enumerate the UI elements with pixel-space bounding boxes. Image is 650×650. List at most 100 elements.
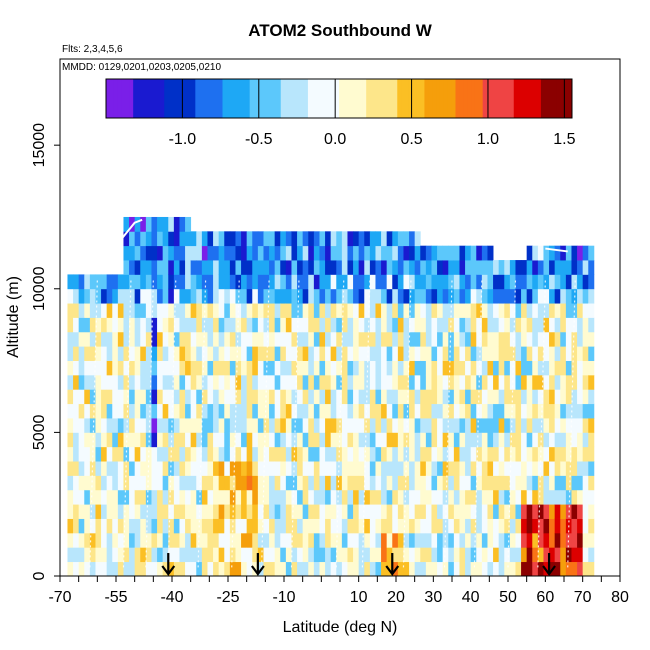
heat-cell <box>123 274 130 290</box>
heat-cell <box>129 403 136 419</box>
heat-cell <box>358 403 365 419</box>
heat-cell <box>336 432 343 448</box>
heat-cell <box>543 446 550 462</box>
heat-cell <box>537 504 544 519</box>
heat-cell <box>364 245 371 261</box>
heat-cell <box>560 547 567 563</box>
heat-cell <box>185 274 192 290</box>
heat-cell <box>420 532 427 548</box>
heat-cell <box>487 475 494 491</box>
heat-cell <box>291 403 298 419</box>
heat-cell <box>145 561 152 577</box>
heat-cell <box>269 561 276 577</box>
heat-cell <box>145 532 152 548</box>
heat-cell <box>336 504 343 519</box>
heat-cell <box>526 303 533 318</box>
heat-cell <box>274 231 281 247</box>
heat-cell <box>207 461 214 476</box>
heat-cell <box>129 432 136 448</box>
heat-cell <box>403 561 410 577</box>
heat-cell <box>157 216 164 232</box>
heat-cell <box>117 274 124 290</box>
colorbar-swatch <box>490 79 495 118</box>
heat-cell <box>509 461 516 476</box>
heat-cell <box>588 260 595 275</box>
heat-cell <box>537 245 544 261</box>
heat-cell <box>347 489 354 505</box>
heat-cell <box>123 317 130 333</box>
heat-cell <box>420 245 427 261</box>
heat-cell <box>381 432 388 448</box>
heat-cell <box>375 561 382 577</box>
heat-cell <box>218 518 225 534</box>
heat-cell <box>117 403 124 419</box>
heat-cell <box>448 446 455 462</box>
heat-cell <box>201 360 208 376</box>
colorbar-swatch <box>474 79 480 118</box>
heat-cell <box>190 346 197 361</box>
heat-cell <box>487 360 494 376</box>
heat-cell <box>381 547 388 563</box>
colorbar-swatch <box>537 79 542 118</box>
heat-cell <box>185 360 192 376</box>
heat-cell <box>151 489 158 505</box>
heat-cell <box>554 518 561 534</box>
heat-cell <box>291 547 298 563</box>
heat-cell <box>218 317 225 333</box>
heat-cell <box>241 504 248 519</box>
heat-cell <box>453 331 460 347</box>
heat-cell <box>336 489 343 505</box>
heat-cell <box>224 446 231 462</box>
heat-cell <box>285 504 292 519</box>
heat-cell <box>235 260 242 275</box>
heat-cell <box>291 303 298 318</box>
heat-cell <box>582 360 589 376</box>
heat-cell <box>168 360 175 376</box>
heat-cell <box>577 360 584 376</box>
heat-cell <box>129 418 136 433</box>
heat-cell <box>381 403 388 419</box>
heat-cell <box>537 475 544 491</box>
heat-cell <box>571 475 578 491</box>
heat-cell <box>241 360 248 376</box>
heat-cell <box>414 374 421 390</box>
heat-cell <box>162 389 169 405</box>
heat-cell <box>481 245 488 261</box>
heat-cell <box>549 504 556 519</box>
heat-cell <box>257 504 264 519</box>
heat-cell <box>185 231 192 247</box>
heat-cell <box>375 288 382 304</box>
heat-cell <box>493 403 500 419</box>
heat-cell <box>134 518 141 534</box>
colorbar-swatch <box>187 79 192 118</box>
heat-cell <box>123 216 130 232</box>
heat-cell <box>302 461 309 476</box>
heat-cell <box>330 260 337 275</box>
heat-cell <box>280 504 287 519</box>
heat-cell <box>560 346 567 361</box>
heat-cell <box>241 518 248 534</box>
colorbar-swatch <box>156 79 161 118</box>
heat-cell <box>162 231 169 247</box>
heat-cell <box>330 418 337 433</box>
heat-cell <box>358 504 365 519</box>
heat-cell <box>207 288 214 304</box>
heat-cell <box>554 489 561 505</box>
heat-cell <box>101 274 108 290</box>
heat-cell <box>403 489 410 505</box>
heat-cell <box>101 346 108 361</box>
heat-cell <box>67 418 74 433</box>
heat-cell <box>218 547 225 563</box>
heat-cell <box>129 461 136 476</box>
heat-cell <box>515 346 522 361</box>
heat-cell <box>543 331 550 347</box>
heat-cell <box>269 303 276 318</box>
heat-cell <box>504 461 511 476</box>
heat-cell <box>263 547 270 563</box>
heat-cell <box>397 489 404 505</box>
heat-cell <box>465 432 472 448</box>
heat-cell <box>375 231 382 247</box>
heat-cell <box>526 461 533 476</box>
heat-cell <box>151 374 158 390</box>
heat-cell <box>89 432 96 448</box>
